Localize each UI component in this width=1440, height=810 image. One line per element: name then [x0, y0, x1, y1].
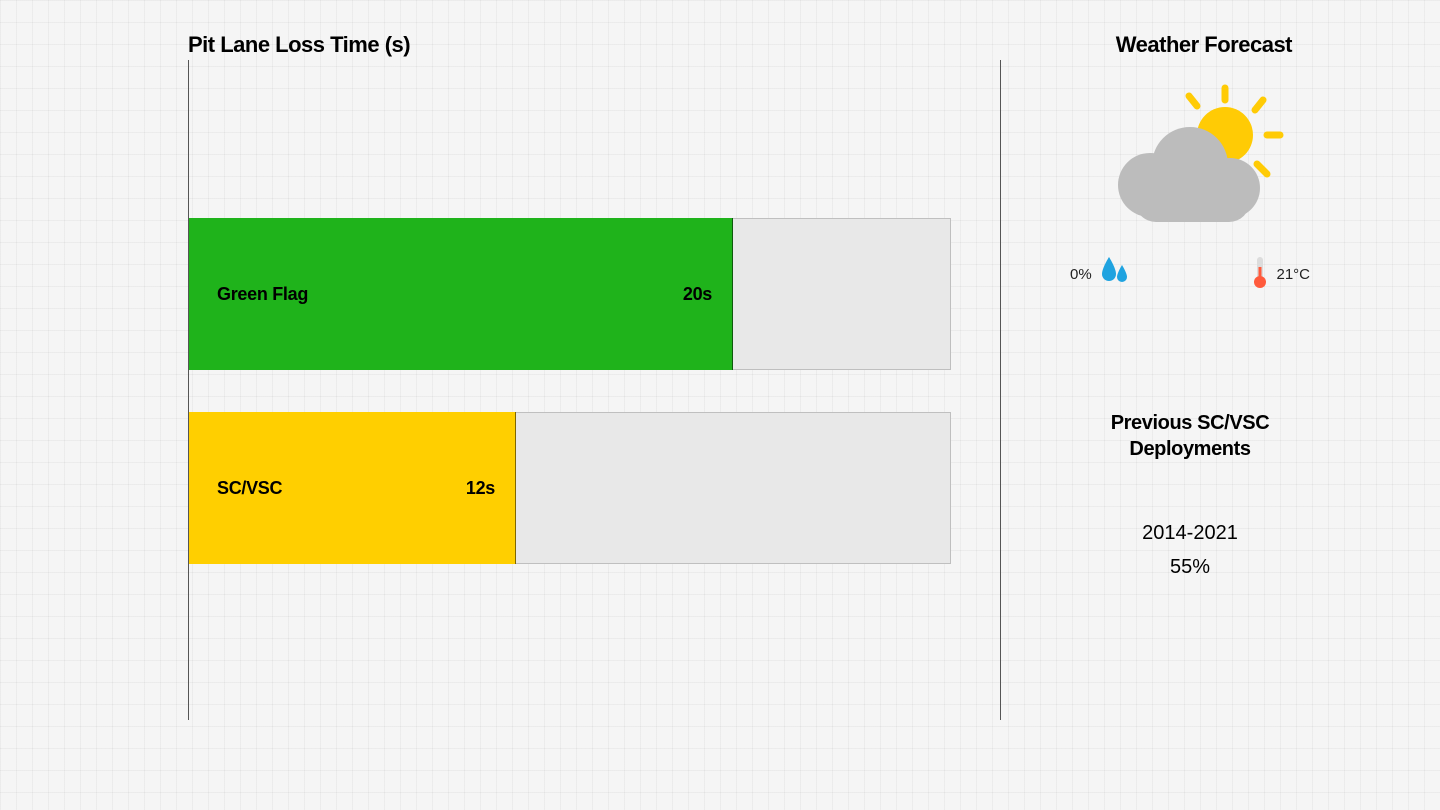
- history-title: Previous SC/VSC Deployments: [1060, 410, 1320, 462]
- history-percentage: 55%: [1060, 556, 1320, 579]
- chart-title: Pit Lane Loss Time (s): [188, 32, 410, 58]
- temperature-value: 21°C: [1276, 266, 1310, 283]
- bar-green-flag-fill: Green Flag 20s: [189, 218, 733, 370]
- bar-track-bg: [733, 218, 951, 370]
- chart-axis-right: [1000, 60, 1001, 720]
- rain-probability: 0%: [1070, 255, 1130, 293]
- bar-track-bg: [516, 412, 951, 564]
- bar-sc-vsc: SC/VSC 12s: [189, 412, 951, 564]
- temperature: 21°C: [1252, 255, 1310, 293]
- weather-title: Weather Forecast: [1116, 32, 1292, 58]
- bar-label: Green Flag: [217, 284, 308, 305]
- bar-value: 20s: [683, 284, 712, 305]
- bar-value: 12s: [466, 478, 495, 499]
- bar-label: SC/VSC: [217, 478, 282, 499]
- rain-probability-value: 0%: [1070, 266, 1092, 283]
- bar-sc-vsc-fill: SC/VSC 12s: [189, 412, 516, 564]
- thermometer-icon: [1252, 255, 1268, 293]
- raindrops-icon: [1100, 255, 1130, 293]
- partly-cloudy-icon: [1095, 80, 1295, 240]
- weather-stats: 0% 21°C: [1070, 255, 1310, 293]
- bar-green-flag: Green Flag 20s: [189, 218, 951, 370]
- chart-axis-left: [188, 60, 189, 720]
- history-range: 2014-2021: [1060, 522, 1320, 545]
